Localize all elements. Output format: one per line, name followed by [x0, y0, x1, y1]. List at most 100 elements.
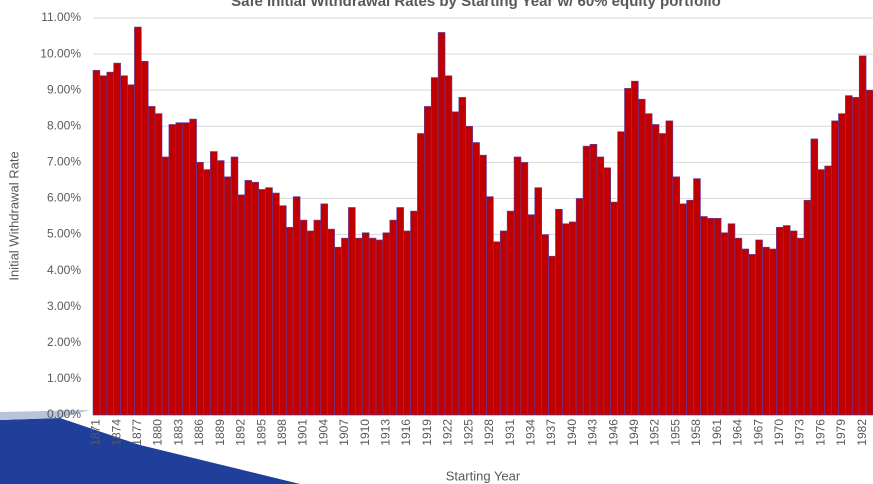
x-tick-label: 1943 [586, 419, 600, 446]
x-tick-label: 1952 [648, 419, 662, 446]
bar [389, 219, 398, 416]
bar [562, 223, 570, 416]
bar [720, 232, 729, 416]
bar [865, 89, 873, 416]
bar [410, 210, 418, 416]
bar [644, 113, 653, 416]
bar [272, 192, 280, 416]
bar [486, 196, 494, 416]
bar [437, 32, 446, 416]
x-axis-title: Starting Year [446, 468, 521, 483]
x-tick-label: 1925 [461, 419, 475, 446]
x-tick-label: 1874 [109, 419, 123, 446]
bar [831, 120, 839, 416]
y-tick-label: 4.00% [47, 263, 81, 277]
decor-swoosh [0, 418, 300, 484]
bar [776, 227, 784, 416]
x-tick-label: 1964 [731, 419, 745, 446]
x-tick-label: 1871 [89, 419, 103, 446]
x-tick-label: 1946 [606, 419, 620, 446]
bar [251, 181, 259, 416]
x-tick-label: 1967 [751, 419, 765, 446]
bar [403, 230, 411, 416]
y-tick-label: 5.00% [47, 227, 81, 241]
bar [141, 61, 149, 416]
bar [748, 254, 756, 416]
y-tick-label: 6.00% [47, 191, 81, 205]
bar [527, 214, 536, 416]
bar [541, 234, 549, 416]
y-tick-label: 8.00% [47, 118, 81, 132]
x-tick-label: 1937 [544, 419, 558, 446]
bar [223, 176, 232, 416]
x-tick-label: 1892 [234, 419, 248, 446]
x-tick-label: 1919 [420, 419, 434, 446]
bar [789, 230, 798, 416]
decor-swoosh-light [0, 410, 90, 420]
bar [603, 167, 611, 416]
bar [493, 241, 501, 416]
x-tick-label: 1904 [316, 419, 330, 446]
bar [348, 207, 356, 416]
x-tick-label: 1973 [793, 419, 807, 446]
bar [279, 205, 287, 416]
bar [306, 230, 315, 416]
bar [292, 196, 301, 416]
bar [92, 70, 101, 416]
bar [396, 207, 404, 416]
bar [313, 219, 322, 416]
x-tick-label: 1958 [689, 419, 703, 446]
bar [341, 237, 349, 416]
bar [568, 221, 577, 416]
bar [803, 199, 812, 416]
bar [499, 230, 508, 416]
bar [189, 118, 197, 416]
bar [631, 80, 639, 416]
x-tick-label: 1934 [523, 419, 537, 446]
bar [727, 223, 736, 416]
bar [237, 194, 246, 416]
y-tick-label: 3.00% [47, 299, 81, 313]
bar [382, 232, 391, 416]
bar [458, 97, 467, 416]
x-tick-label: 1889 [213, 419, 227, 446]
bar [769, 248, 777, 416]
bar [327, 228, 335, 416]
bar [216, 160, 225, 416]
x-tick-label: 1982 [855, 419, 869, 446]
bar [672, 176, 681, 416]
bar [555, 208, 563, 416]
bar [465, 125, 473, 416]
bar [265, 187, 273, 416]
bar [851, 97, 860, 416]
bar [624, 88, 632, 416]
bar [175, 122, 184, 416]
bar [430, 77, 439, 416]
bar [762, 246, 770, 416]
bar [610, 201, 618, 416]
chart-title: Safe Initial Withdrawal Rates by Startin… [231, 0, 721, 10]
bar [741, 248, 750, 416]
bar [713, 218, 722, 416]
bar [203, 169, 211, 416]
bar [686, 199, 694, 416]
bar [506, 210, 515, 416]
bar [417, 133, 425, 416]
bar [617, 131, 625, 416]
bar [858, 55, 867, 416]
y-tick-label: 10.00% [40, 46, 81, 60]
bar [513, 156, 522, 416]
bar [520, 162, 529, 416]
bar [755, 239, 763, 416]
bar [693, 178, 701, 416]
bar [375, 239, 384, 416]
y-tick-label: 0.00% [47, 407, 81, 421]
bar [596, 156, 605, 416]
y-axis-title: Initial Withdrawal Rate [6, 151, 21, 280]
x-tick-label: 1877 [130, 419, 144, 446]
x-tick-label: 1940 [565, 419, 579, 446]
bar [658, 133, 667, 416]
y-tick-label: 1.00% [47, 371, 81, 385]
bar [99, 75, 108, 416]
